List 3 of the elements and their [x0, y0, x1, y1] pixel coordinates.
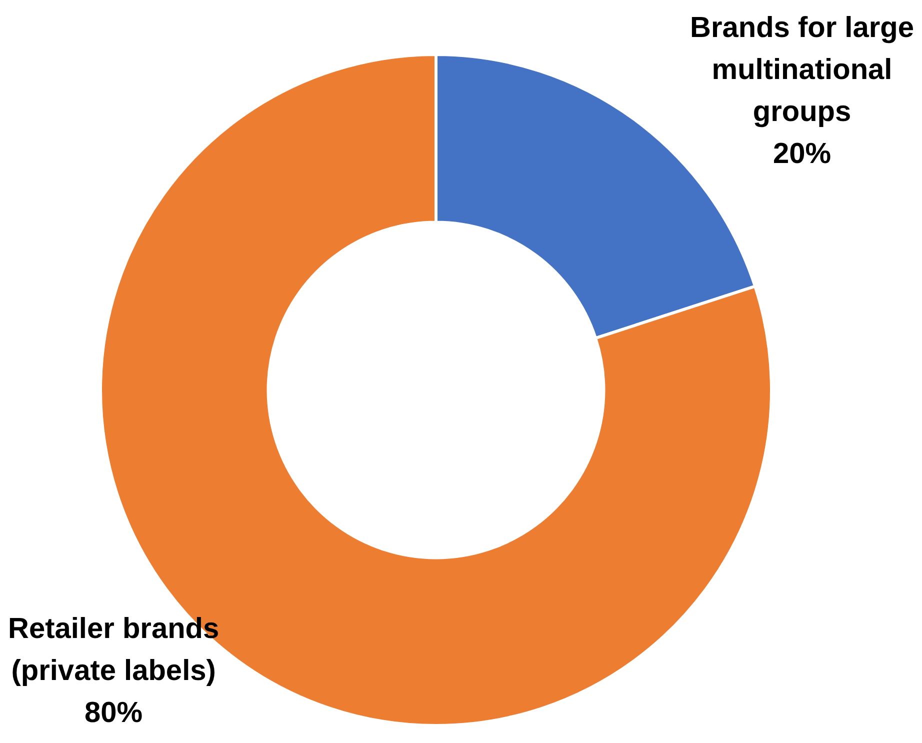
data-label: 20%: [772, 138, 832, 170]
slice-label: Brands for large multinational groups: [690, 12, 914, 128]
data-label: 80%: [84, 697, 143, 729]
